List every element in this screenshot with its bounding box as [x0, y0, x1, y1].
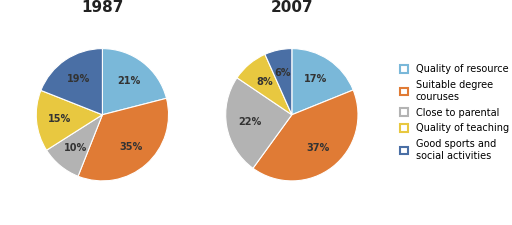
Wedge shape	[253, 90, 358, 181]
Wedge shape	[265, 49, 292, 115]
Text: 35%: 35%	[119, 142, 142, 152]
Wedge shape	[237, 54, 292, 115]
Text: 21%: 21%	[117, 76, 140, 86]
Text: 17%: 17%	[304, 74, 327, 84]
Wedge shape	[78, 98, 168, 181]
Title: 1987: 1987	[81, 0, 123, 15]
Wedge shape	[292, 49, 353, 115]
Text: 22%: 22%	[238, 117, 261, 127]
Legend: Quality of resource, Suitable degree
couruses, Close to parental, Quality of tea: Quality of resource, Suitable degree cou…	[398, 62, 511, 163]
Text: 8%: 8%	[256, 77, 272, 87]
Text: 19%: 19%	[67, 74, 90, 84]
Text: 15%: 15%	[48, 114, 71, 124]
Wedge shape	[41, 49, 102, 115]
Text: 10%: 10%	[63, 143, 87, 153]
Text: 37%: 37%	[307, 144, 330, 153]
Wedge shape	[226, 78, 292, 168]
Wedge shape	[102, 49, 166, 115]
Title: 2007: 2007	[270, 0, 313, 15]
Wedge shape	[36, 90, 102, 150]
Text: 6%: 6%	[275, 68, 291, 78]
Wedge shape	[47, 115, 102, 176]
